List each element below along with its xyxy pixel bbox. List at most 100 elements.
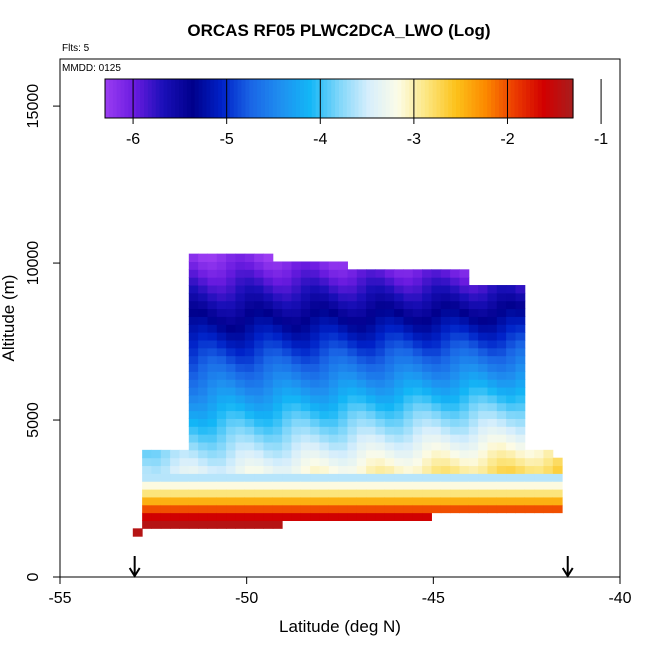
heatmap-cell [506,449,516,459]
heatmap-cell [515,394,526,404]
heatmap-cell [496,363,507,372]
heatmap-cell [319,449,330,459]
heatmap-cell [356,402,367,412]
heatmap-cell [198,481,208,490]
colorbar-segment [491,79,496,118]
heatmap-cell [216,308,227,317]
heatmap-cell [384,292,395,302]
colorbar-segment [257,79,262,118]
x-tick-label: -45 [422,590,445,607]
heatmap-cell [506,316,516,325]
heatmap-cell [356,269,367,278]
heatmap-cell [207,347,218,357]
heatmap-cell [282,496,292,506]
heatmap-cell [291,402,302,412]
colorbar-segment [534,79,539,118]
colorbar-segment [506,79,512,118]
heatmap-cell [226,418,236,427]
heatmap-cell [375,426,386,435]
heatmap-cell [328,504,339,514]
heatmap-cell [450,363,460,372]
heatmap-cell [198,261,208,270]
heatmap-cell [450,418,460,427]
heatmap-cell [263,481,274,490]
heatmap-cell [188,363,199,372]
heatmap-cell [506,418,516,427]
heatmap-cell [272,465,283,474]
heatmap-cell [254,355,264,365]
heatmap-cell [394,504,404,514]
heatmap-cell [272,269,283,278]
heatmap-cell [263,442,274,451]
heatmap-cell [282,292,292,302]
heatmap-cell [263,489,274,498]
heatmap-cell [375,387,386,396]
heatmap-cell [188,285,199,294]
heatmap-cell [506,442,516,451]
colorbar-segment [327,79,332,118]
heatmap-cell [356,371,367,380]
heatmap-cell [179,489,190,498]
colorbar-segment [374,79,379,118]
colorbar-segment [183,79,188,118]
heatmap-cell [384,489,395,498]
heatmap-cell [459,355,470,365]
heatmap-cell [188,504,199,514]
heatmap-cell [431,347,442,357]
heatmap-cell [347,300,358,310]
heatmap-cell [272,520,283,529]
colorbar-segment [233,79,239,118]
heatmap-cell [366,426,376,435]
colorbar-segment [167,79,172,118]
heatmap-cell [450,277,460,286]
heatmap-cell [506,355,516,365]
heatmap-cell [282,457,292,467]
heatmap-cell [254,379,264,388]
heatmap-cell [394,434,404,443]
heatmap-cell [422,332,432,341]
heatmap-cell [496,410,507,419]
heatmap-cell [244,410,255,419]
colorbar-segment [272,79,278,118]
heatmap-cell [431,379,442,388]
heatmap-cell [272,504,283,514]
heatmap-cell [487,339,498,349]
heatmap-cell [291,504,302,514]
heatmap-cell [412,473,423,482]
heatmap-cell [226,308,236,317]
heatmap-cell [272,371,283,380]
heatmap-cell [254,410,264,419]
heatmap-cell [384,308,395,317]
heatmap-cell [160,489,171,498]
heatmap-cell [403,363,414,372]
heatmap-cell [142,465,152,474]
heatmap-cell [272,292,283,302]
colorbar-segment [206,79,211,118]
heatmap-cell [440,347,451,357]
heatmap-cell [375,489,386,498]
heatmap-cell [394,496,404,506]
heatmap-cell [356,481,367,490]
heatmap-cell [375,504,386,514]
heatmap-cell [412,269,423,278]
heatmap-cell [226,371,236,380]
heatmap-cell [235,457,246,467]
heatmap-cell [282,387,292,396]
heatmap-cell [375,285,386,294]
heatmap-cell [300,339,311,349]
heatmap-cell [347,394,358,404]
colorbar-segment [463,79,469,118]
heatmap-cell [291,449,302,459]
heatmap-cell [478,426,488,435]
heatmap-cell [496,504,507,514]
heatmap-cell [338,442,348,451]
heatmap-cell [226,465,236,474]
heatmap-cell [459,277,470,286]
heatmap-cell [496,285,507,294]
heatmap-cell [366,285,376,294]
heatmap-cell [431,285,442,294]
heatmap-cell [216,496,227,506]
heatmap-cell [394,426,404,435]
heatmap-cell [478,402,488,412]
heatmap-cell [160,496,171,506]
